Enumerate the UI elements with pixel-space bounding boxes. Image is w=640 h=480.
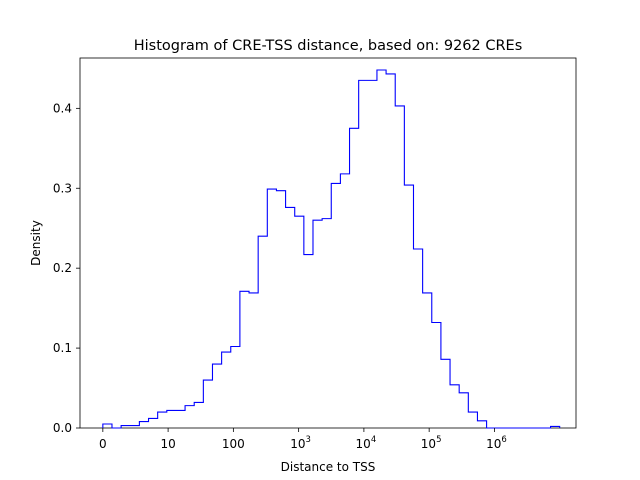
x-tick-label: 105 [421,435,442,451]
y-tick-label: 0.2 [53,261,72,275]
x-axis-label: Distance to TSS [281,460,376,474]
x-axis-ticks: 0 10 100 103 104 105 106 [99,428,507,451]
y-tick-label: 0.4 [53,101,72,115]
x-tick-label: 10 [160,437,175,451]
y-tick-label: 0.1 [53,341,72,355]
chart-title: Histogram of CRE-TSS distance, based on:… [134,38,523,54]
x-tick-label: 103 [290,435,311,451]
x-tick-label: 106 [486,435,507,451]
y-axis-ticks: 0.0 0.1 0.2 0.3 0.4 [53,101,80,435]
y-tick-label: 0.0 [53,421,72,435]
x-tick-label: 104 [356,435,377,451]
plot-area [79,57,577,429]
x-tick-label: 100 [222,437,245,451]
histogram-step-line [102,69,561,429]
y-tick-label: 0.3 [53,181,72,195]
y-axis-label: Density [29,220,43,266]
axes-frame [79,57,577,429]
x-tick-label: 0 [99,437,107,451]
